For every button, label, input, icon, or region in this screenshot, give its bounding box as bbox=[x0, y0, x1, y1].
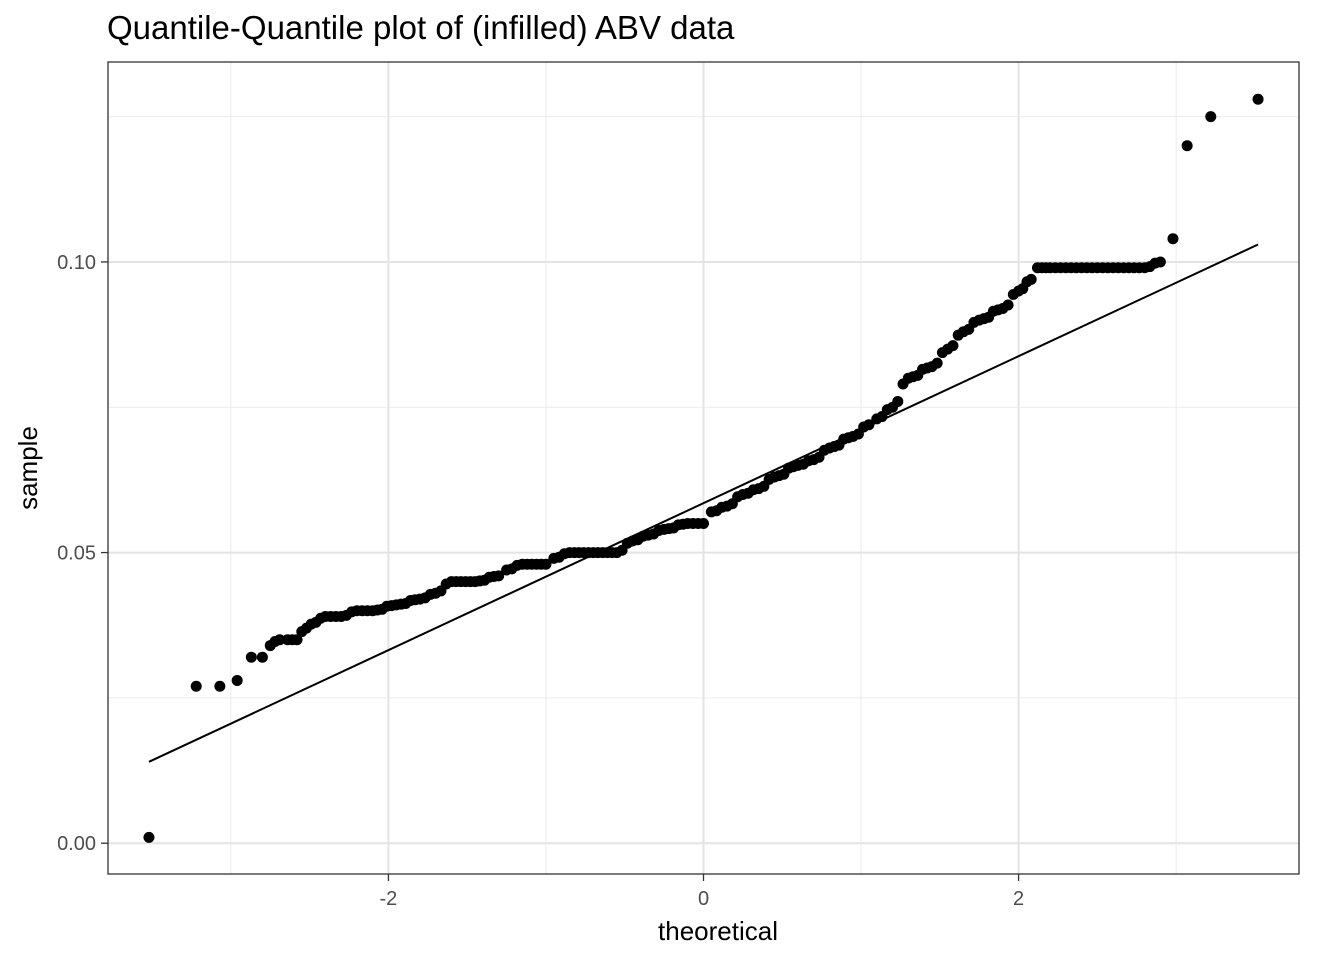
y-axis-title: sample bbox=[13, 426, 43, 510]
data-point bbox=[1181, 140, 1193, 152]
data-point bbox=[1154, 256, 1166, 268]
x-axis-title: theoretical bbox=[658, 916, 778, 946]
data-point bbox=[1025, 273, 1037, 285]
data-point bbox=[214, 680, 226, 692]
data-point bbox=[231, 674, 243, 686]
data-point bbox=[143, 831, 155, 843]
y-tick-label: 0.05 bbox=[57, 543, 96, 565]
data-point bbox=[1205, 111, 1217, 123]
data-point bbox=[190, 680, 202, 692]
x-tick-label: 2 bbox=[1013, 888, 1024, 910]
data-point bbox=[1167, 233, 1179, 245]
y-axis-ticks: 0.00 0.05 0.10 bbox=[57, 252, 108, 855]
chart-title: Quantile-Quantile plot of (infilled) ABV… bbox=[107, 9, 735, 46]
data-point bbox=[256, 651, 268, 663]
data-point bbox=[245, 651, 257, 663]
data-point bbox=[863, 419, 875, 431]
data-point bbox=[1002, 299, 1014, 311]
y-tick-label: 0.00 bbox=[57, 833, 96, 855]
x-tick-label: -2 bbox=[380, 888, 398, 910]
major-gridlines bbox=[108, 62, 1299, 874]
data-points bbox=[143, 93, 1264, 843]
data-point bbox=[291, 634, 303, 646]
qq-reference-line bbox=[148, 243, 1259, 763]
x-axis-ticks: -2 0 2 bbox=[380, 874, 1024, 910]
reference-line-layer bbox=[148, 243, 1259, 763]
data-point bbox=[931, 357, 943, 369]
data-point bbox=[947, 340, 959, 352]
data-point bbox=[698, 518, 709, 530]
data-point bbox=[274, 634, 286, 646]
y-tick-label: 0.10 bbox=[57, 252, 96, 274]
data-point bbox=[540, 558, 552, 570]
data-point bbox=[493, 570, 505, 582]
data-point bbox=[1252, 93, 1264, 105]
data-point bbox=[892, 395, 904, 407]
x-tick-label: 0 bbox=[698, 888, 709, 910]
